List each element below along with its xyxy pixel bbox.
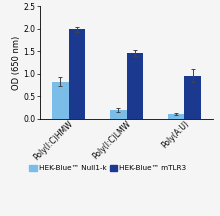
Bar bbox=[168, 114, 184, 119]
Bar bbox=[110, 110, 126, 119]
Bar bbox=[126, 53, 143, 119]
Bar bbox=[184, 76, 201, 119]
Legend: HEK-Blue™ Null1-k, HEK-Blue™ mTLR3: HEK-Blue™ Null1-k, HEK-Blue™ mTLR3 bbox=[29, 165, 187, 172]
Y-axis label: OD (650 nm): OD (650 nm) bbox=[12, 35, 21, 90]
Bar bbox=[69, 29, 85, 119]
Bar bbox=[52, 81, 69, 119]
